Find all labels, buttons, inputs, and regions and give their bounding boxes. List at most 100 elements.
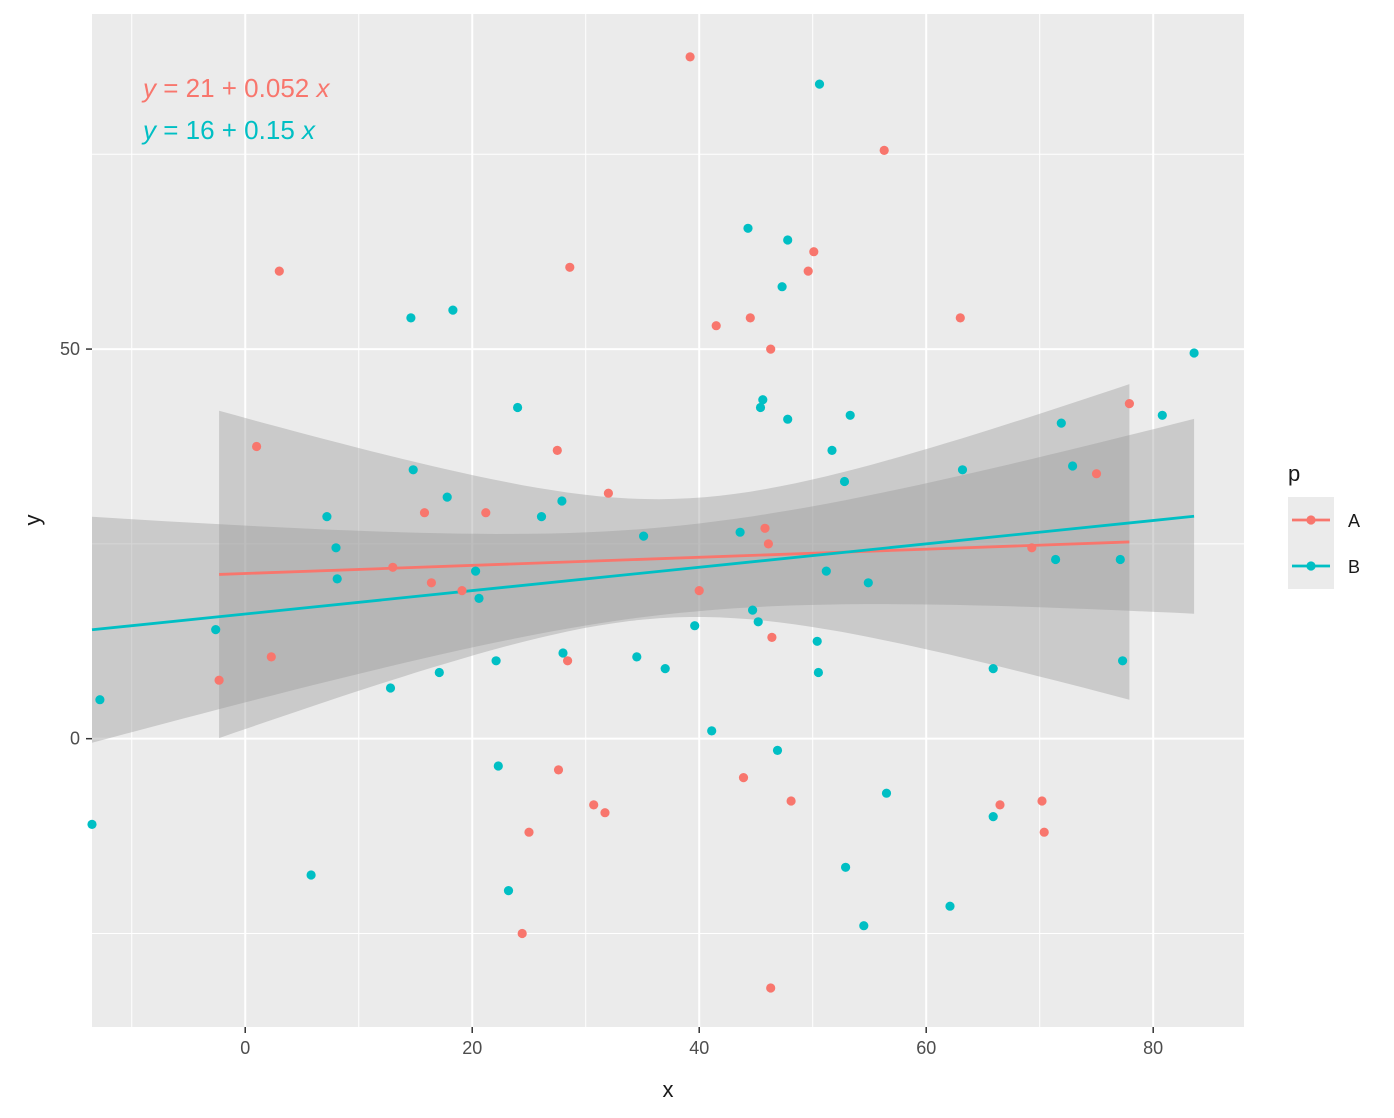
point-B — [748, 605, 758, 615]
point-B — [1118, 656, 1128, 666]
legend-key-point-B — [1306, 561, 1316, 571]
y-axis-title: y — [20, 515, 45, 526]
point-B — [735, 527, 745, 537]
point-A — [553, 765, 564, 775]
point-B — [448, 305, 458, 315]
point-B — [558, 648, 568, 658]
point-A — [524, 827, 534, 837]
point-A — [214, 675, 224, 685]
point-A — [738, 773, 749, 783]
point-B — [827, 445, 837, 455]
point-B — [859, 921, 869, 931]
fit-equations: y = 21 + 0.052 x y = 16 + 0.15 x — [141, 73, 330, 145]
point-B — [557, 496, 567, 506]
point-B — [772, 745, 783, 756]
point-A — [767, 632, 777, 643]
point-B — [1068, 461, 1078, 471]
point-A — [955, 313, 965, 323]
x-tick-label: 0 — [240, 1038, 250, 1058]
point-B — [491, 656, 501, 666]
point-B — [753, 617, 763, 627]
point-B — [881, 788, 892, 798]
point-B — [632, 652, 642, 662]
confidence-ribbons — [92, 384, 1195, 743]
point-B — [845, 410, 855, 420]
point-B — [471, 566, 481, 576]
point-B — [743, 223, 753, 233]
confidence-ribbon-A — [219, 384, 1130, 739]
y-tick-label: 0 — [70, 729, 80, 749]
point-B — [957, 465, 968, 475]
point-B — [839, 476, 850, 487]
point-B — [841, 862, 851, 872]
point-A — [563, 656, 573, 666]
point-A — [694, 586, 704, 596]
data-points — [87, 52, 1199, 993]
point-B — [783, 235, 793, 245]
fit-lines — [91, 514, 1195, 632]
point-B — [690, 621, 700, 631]
point-B — [408, 465, 418, 475]
point-B — [814, 79, 825, 89]
point-B — [988, 664, 998, 674]
point-A — [589, 800, 599, 810]
point-A — [274, 266, 284, 276]
fit-line-B — [91, 514, 1195, 632]
point-B — [945, 901, 955, 911]
point-A — [745, 313, 755, 323]
point-B — [87, 819, 97, 830]
point-A — [1039, 827, 1049, 837]
point-B — [513, 402, 523, 413]
point-B — [211, 625, 221, 635]
x-tick-label: 40 — [689, 1038, 709, 1058]
point-B — [332, 574, 342, 584]
point-A — [419, 508, 430, 518]
legend-key-point-A — [1306, 515, 1316, 525]
legend-label-B: B — [1348, 557, 1360, 577]
point-A — [517, 928, 527, 939]
point-B — [812, 636, 822, 646]
x-axis-title: x — [663, 1077, 674, 1102]
point-A — [786, 796, 796, 806]
point-A — [252, 441, 262, 452]
plot-panel — [92, 14, 1244, 1027]
point-B — [813, 667, 824, 678]
y-tick-label: 50 — [60, 339, 80, 359]
point-B — [660, 664, 670, 674]
point-B — [503, 886, 514, 896]
point-A — [266, 652, 276, 662]
point-B — [493, 761, 503, 771]
point-A — [760, 523, 770, 533]
point-B — [322, 511, 332, 522]
confidence-ribbon-B — [92, 418, 1195, 743]
point-B — [306, 870, 316, 880]
point-B — [1157, 410, 1167, 420]
equation-B: y = 16 + 0.15 x — [141, 115, 316, 145]
point-A — [711, 321, 721, 331]
point-B — [406, 313, 416, 323]
axes: 0 20 40 60 80 0 50 — [60, 339, 1163, 1058]
equation-A: y = 21 + 0.052 x — [141, 73, 330, 103]
point-B — [755, 402, 766, 413]
point-A — [600, 808, 610, 818]
point-A — [685, 52, 695, 62]
point-B — [1056, 418, 1066, 428]
point-B — [536, 511, 547, 522]
point-A — [766, 983, 776, 993]
point-B — [331, 543, 341, 553]
fit-line-A — [219, 540, 1130, 576]
point-A — [995, 800, 1005, 810]
point-A — [388, 562, 398, 572]
point-B — [988, 812, 998, 822]
point-B — [863, 578, 873, 588]
legend-label-A: A — [1348, 511, 1360, 531]
point-A — [809, 247, 819, 257]
point-B — [639, 531, 649, 541]
point-A — [766, 344, 776, 354]
legend-title: p — [1288, 461, 1300, 486]
point-A — [803, 266, 813, 276]
legend-key-background — [1288, 497, 1334, 589]
point-A — [426, 578, 436, 588]
point-A — [1124, 399, 1134, 409]
